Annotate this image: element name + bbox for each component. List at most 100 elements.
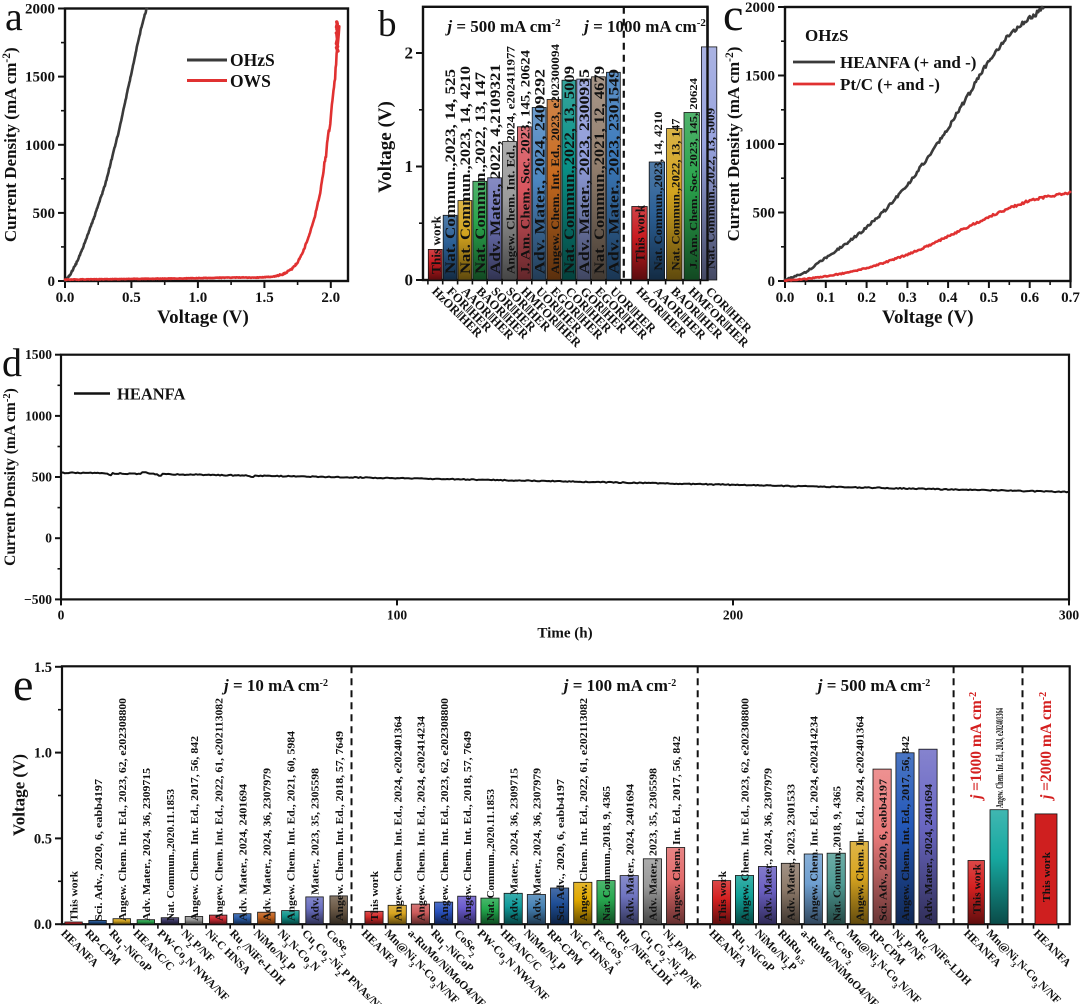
- svg-text:2.0: 2.0: [321, 290, 340, 306]
- svg-text:500: 500: [32, 470, 53, 485]
- svg-text:Angew. Chem. Int. Ed., 2023, e: Angew. Chem. Int. Ed., 2023, e202300094: [550, 44, 562, 274]
- svg-text:0.5: 0.5: [122, 290, 141, 306]
- svg-text:j = 500 mA cm-2: j = 500 mA cm-2: [444, 17, 561, 36]
- svg-text:500: 500: [33, 206, 56, 222]
- svg-text:0: 0: [405, 271, 414, 290]
- svg-text:j = 100 mA cm-2: j = 100 mA cm-2: [561, 676, 676, 695]
- svg-text:Angew. Chem. Int. Ed., 2024, e: Angew. Chem. Int. Ed., 2024, e202414234: [810, 716, 821, 921]
- svg-text:This work: This work: [429, 216, 443, 274]
- svg-text:Adv. Mater., 2022, 4,2109321: Adv. Mater., 2022, 4,2109321: [488, 64, 504, 274]
- svg-text:Adv. Mater., 2024, 2409292: Adv. Mater., 2024, 2409292: [531, 69, 548, 274]
- svg-text:0.6: 0.6: [1020, 290, 1039, 306]
- svg-text:Nat. Commun.,2021, 12, 4679: Nat. Commun.,2021, 12, 4679: [592, 66, 608, 274]
- svg-text:Nat. Commun.,2023, 14, 4210: Nat. Commun.,2023, 14, 4210: [458, 66, 474, 274]
- svg-text:Angew. Chem. Int. Ed., 2017, 5: Angew. Chem. Int. Ed., 2017, 56, 842: [190, 736, 201, 921]
- svg-text:1000: 1000: [25, 408, 52, 423]
- svg-text:Sci. Adv., 2020, 6, eabb4197: Sci. Adv., 2020, 6, eabb4197: [556, 779, 567, 921]
- svg-text:Angew. Chem. Int. Ed., 2023, 6: Angew. Chem. Int. Ed., 2023, 62, e202308…: [741, 698, 752, 921]
- svg-text:j = 500 mA cm-2: j = 500 mA cm-2: [815, 676, 930, 695]
- svg-text:Nat. Commun.,2018, 9, 4365: Nat. Commun.,2018, 9, 4365: [833, 786, 844, 921]
- svg-text:Nat. Commun.,2023, 14, 4210: Nat. Commun.,2023, 14, 4210: [653, 111, 665, 270]
- svg-text:0.3: 0.3: [898, 290, 917, 306]
- svg-text:d: d: [2, 340, 22, 385]
- svg-text:0.0: 0.0: [34, 917, 52, 933]
- svg-text:This work: This work: [718, 871, 729, 921]
- svg-text:Adv. Mater., 2024, 2401694: Adv. Mater., 2024, 2401694: [238, 784, 249, 921]
- svg-text:1500: 1500: [25, 347, 52, 362]
- svg-text:0: 0: [58, 607, 65, 622]
- svg-text:Angew. Chem. Int. Ed., 2024, e: Angew. Chem. Int. Ed., 2024, e202414234: [417, 716, 428, 921]
- svg-text:j = 1000 mA cm-2: j = 1000 mA cm-2: [581, 17, 706, 36]
- svg-text:1000: 1000: [745, 137, 775, 153]
- svg-text:Adv. Mater., 2023, 2301533: Adv. Mater., 2023, 2301533: [787, 784, 798, 921]
- svg-text:300: 300: [1059, 607, 1080, 622]
- svg-text:Angew. Chem. Int. Ed., 2017, 5: Angew. Chem. Int. Ed., 2017, 56, 842: [672, 736, 683, 921]
- svg-text:Adv. Mater., 2023, 35, 2305598: Adv. Mater., 2023, 35, 2305598: [311, 768, 322, 921]
- svg-text:Adv. Mater., 2024, 2401694: Adv. Mater., 2024, 2401694: [625, 784, 636, 921]
- svg-text:Current Density (mA cm-2): Current Density (mA cm-2): [2, 388, 20, 566]
- svg-text:j = 10 mA cm-2: j = 10 mA cm-2: [221, 676, 328, 695]
- svg-text:0.7: 0.7: [1061, 290, 1080, 306]
- svg-text:Adv. Mater., 2024, 2401694: Adv. Mater., 2024, 2401694: [924, 784, 935, 921]
- svg-text:0.2: 0.2: [857, 290, 876, 306]
- svg-text:e: e: [13, 659, 33, 710]
- svg-text:Angew. Chem. Int. Ed., 2018, 5: Angew. Chem. Int. Ed., 2018, 57, 7649: [463, 731, 474, 921]
- svg-text:HEANFA (+ and -): HEANFA (+ and -): [840, 53, 976, 72]
- svg-text:Time (h): Time (h): [537, 625, 592, 641]
- svg-text:OHzS: OHzS: [805, 26, 848, 45]
- svg-text:0: 0: [768, 274, 776, 290]
- svg-text:1.0: 1.0: [189, 290, 208, 306]
- svg-text:Angew. Chem. Int. Ed., 2023, 6: Angew. Chem. Int. Ed., 2023, 62, e202308…: [118, 698, 129, 921]
- svg-text:This work: This work: [370, 871, 381, 921]
- svg-text:0.5: 0.5: [34, 831, 52, 847]
- svg-text:Adv. Mater., 2023, 35, 2305598: Adv. Mater., 2023, 35, 2305598: [649, 768, 660, 921]
- svg-text:Adv. Mater., 2024, 36, 2309715: Adv. Mater., 2024, 36, 2309715: [509, 768, 520, 921]
- svg-text:500: 500: [753, 206, 776, 222]
- svg-text:J. Am. Chem. Soc. 2023, 145, 2: J. Am. Chem. Soc. 2023, 145, 20624: [688, 77, 700, 269]
- svg-text:Pt/C (+ and -): Pt/C (+ and -): [840, 75, 940, 94]
- svg-text:1500: 1500: [25, 70, 55, 86]
- svg-text:This work: This work: [972, 864, 983, 914]
- svg-text:0.5: 0.5: [980, 290, 999, 306]
- svg-text:OWS: OWS: [230, 71, 271, 91]
- svg-text:2000: 2000: [745, 0, 775, 16]
- svg-text:Angew. Chem. Int. Ed., 2024, e: Angew. Chem. Int. Ed., 2024, e202411977: [506, 46, 518, 274]
- svg-text:HEANFA: HEANFA: [117, 385, 186, 404]
- svg-text:2000: 2000: [25, 2, 55, 18]
- svg-text:Angew. Chem. Int. Ed., 2021, 6: Angew. Chem. Int. Ed., 2021, 60, 5984: [287, 731, 298, 921]
- svg-text:1.5: 1.5: [255, 290, 274, 306]
- svg-text:0.1: 0.1: [816, 290, 835, 306]
- svg-text:c: c: [723, 0, 743, 40]
- svg-text:Voltage (V): Voltage (V): [157, 307, 249, 328]
- svg-text:This work: This work: [1042, 852, 1053, 902]
- svg-text:Angew. Chem. Int. Ed., 2022, 6: Angew. Chem. Int. Ed., 2022, 61, e202113…: [214, 698, 225, 921]
- svg-text:Angew. Chem. Int. Ed., 2018, 5: Angew. Chem. Int. Ed., 2018, 57, 7649: [335, 731, 346, 921]
- svg-text:Sci. Adv., 2020, 6, eabb4197: Sci. Adv., 2020, 6, eabb4197: [94, 779, 105, 921]
- svg-text:0.0: 0.0: [776, 290, 795, 306]
- svg-text:Angew. Chem. Int. Ed., 2024, e: Angew. Chem. Int. Ed., 2024, e202401364: [995, 708, 1006, 808]
- svg-text:Adv. Mater., 2023, 2301549: Adv. Mater., 2023, 2301549: [606, 69, 623, 274]
- svg-text:Nat. Commun.,2020.11.1853: Nat. Commun.,2020.11.1853: [166, 789, 177, 921]
- svg-text:Nat. Commun.,2022, 13, 5009: Nat. Commun.,2022, 13, 5009: [562, 66, 578, 274]
- svg-text:Adv. Mater., 2024, 36, 2307979: Adv. Mater., 2024, 36, 2307979: [533, 768, 544, 921]
- svg-text:Adv. Mater., 2024, 36, 2307979: Adv. Mater., 2024, 36, 2307979: [764, 768, 775, 921]
- svg-text:This work: This work: [70, 871, 81, 921]
- svg-text:j =1000 mA cm-2: j =1000 mA cm-2: [968, 692, 986, 802]
- svg-text:Angew. Chem. Int. Ed., 2023, 6: Angew. Chem. Int. Ed., 2023, 62, e202308…: [440, 698, 451, 921]
- svg-text:Voltage (V): Voltage (V): [882, 307, 974, 328]
- svg-text:Adv. Mater., 2023, 2300935: Adv. Mater., 2023, 2300935: [576, 69, 593, 274]
- svg-text:0: 0: [48, 274, 56, 290]
- svg-text:200: 200: [723, 607, 744, 622]
- svg-text:Angew. Chem. Int. Ed., 2024, e: Angew. Chem. Int. Ed., 2024, e202401364: [855, 716, 866, 921]
- svg-text:This work: This work: [634, 205, 648, 262]
- svg-text:Nat. Commun.,2023, 14, 525: Nat. Commun.,2023, 14, 525: [442, 69, 459, 274]
- svg-text:a: a: [5, 0, 23, 39]
- svg-text:0.4: 0.4: [939, 290, 958, 306]
- svg-text:−500: −500: [24, 592, 52, 607]
- svg-text:1.0: 1.0: [34, 746, 52, 762]
- svg-text:Adv. Mater., 2024, 36, 2307979: Adv. Mater., 2024, 36, 2307979: [263, 768, 274, 921]
- svg-text:OHzS: OHzS: [230, 50, 275, 70]
- svg-text:Nat. Commun.,2022, 13, 147: Nat. Commun.,2022, 13, 147: [473, 71, 489, 274]
- svg-text:Nat. Commun.,2022, 13, 147: Nat. Commun.,2022, 13, 147: [671, 118, 683, 270]
- svg-text:100: 100: [387, 607, 408, 622]
